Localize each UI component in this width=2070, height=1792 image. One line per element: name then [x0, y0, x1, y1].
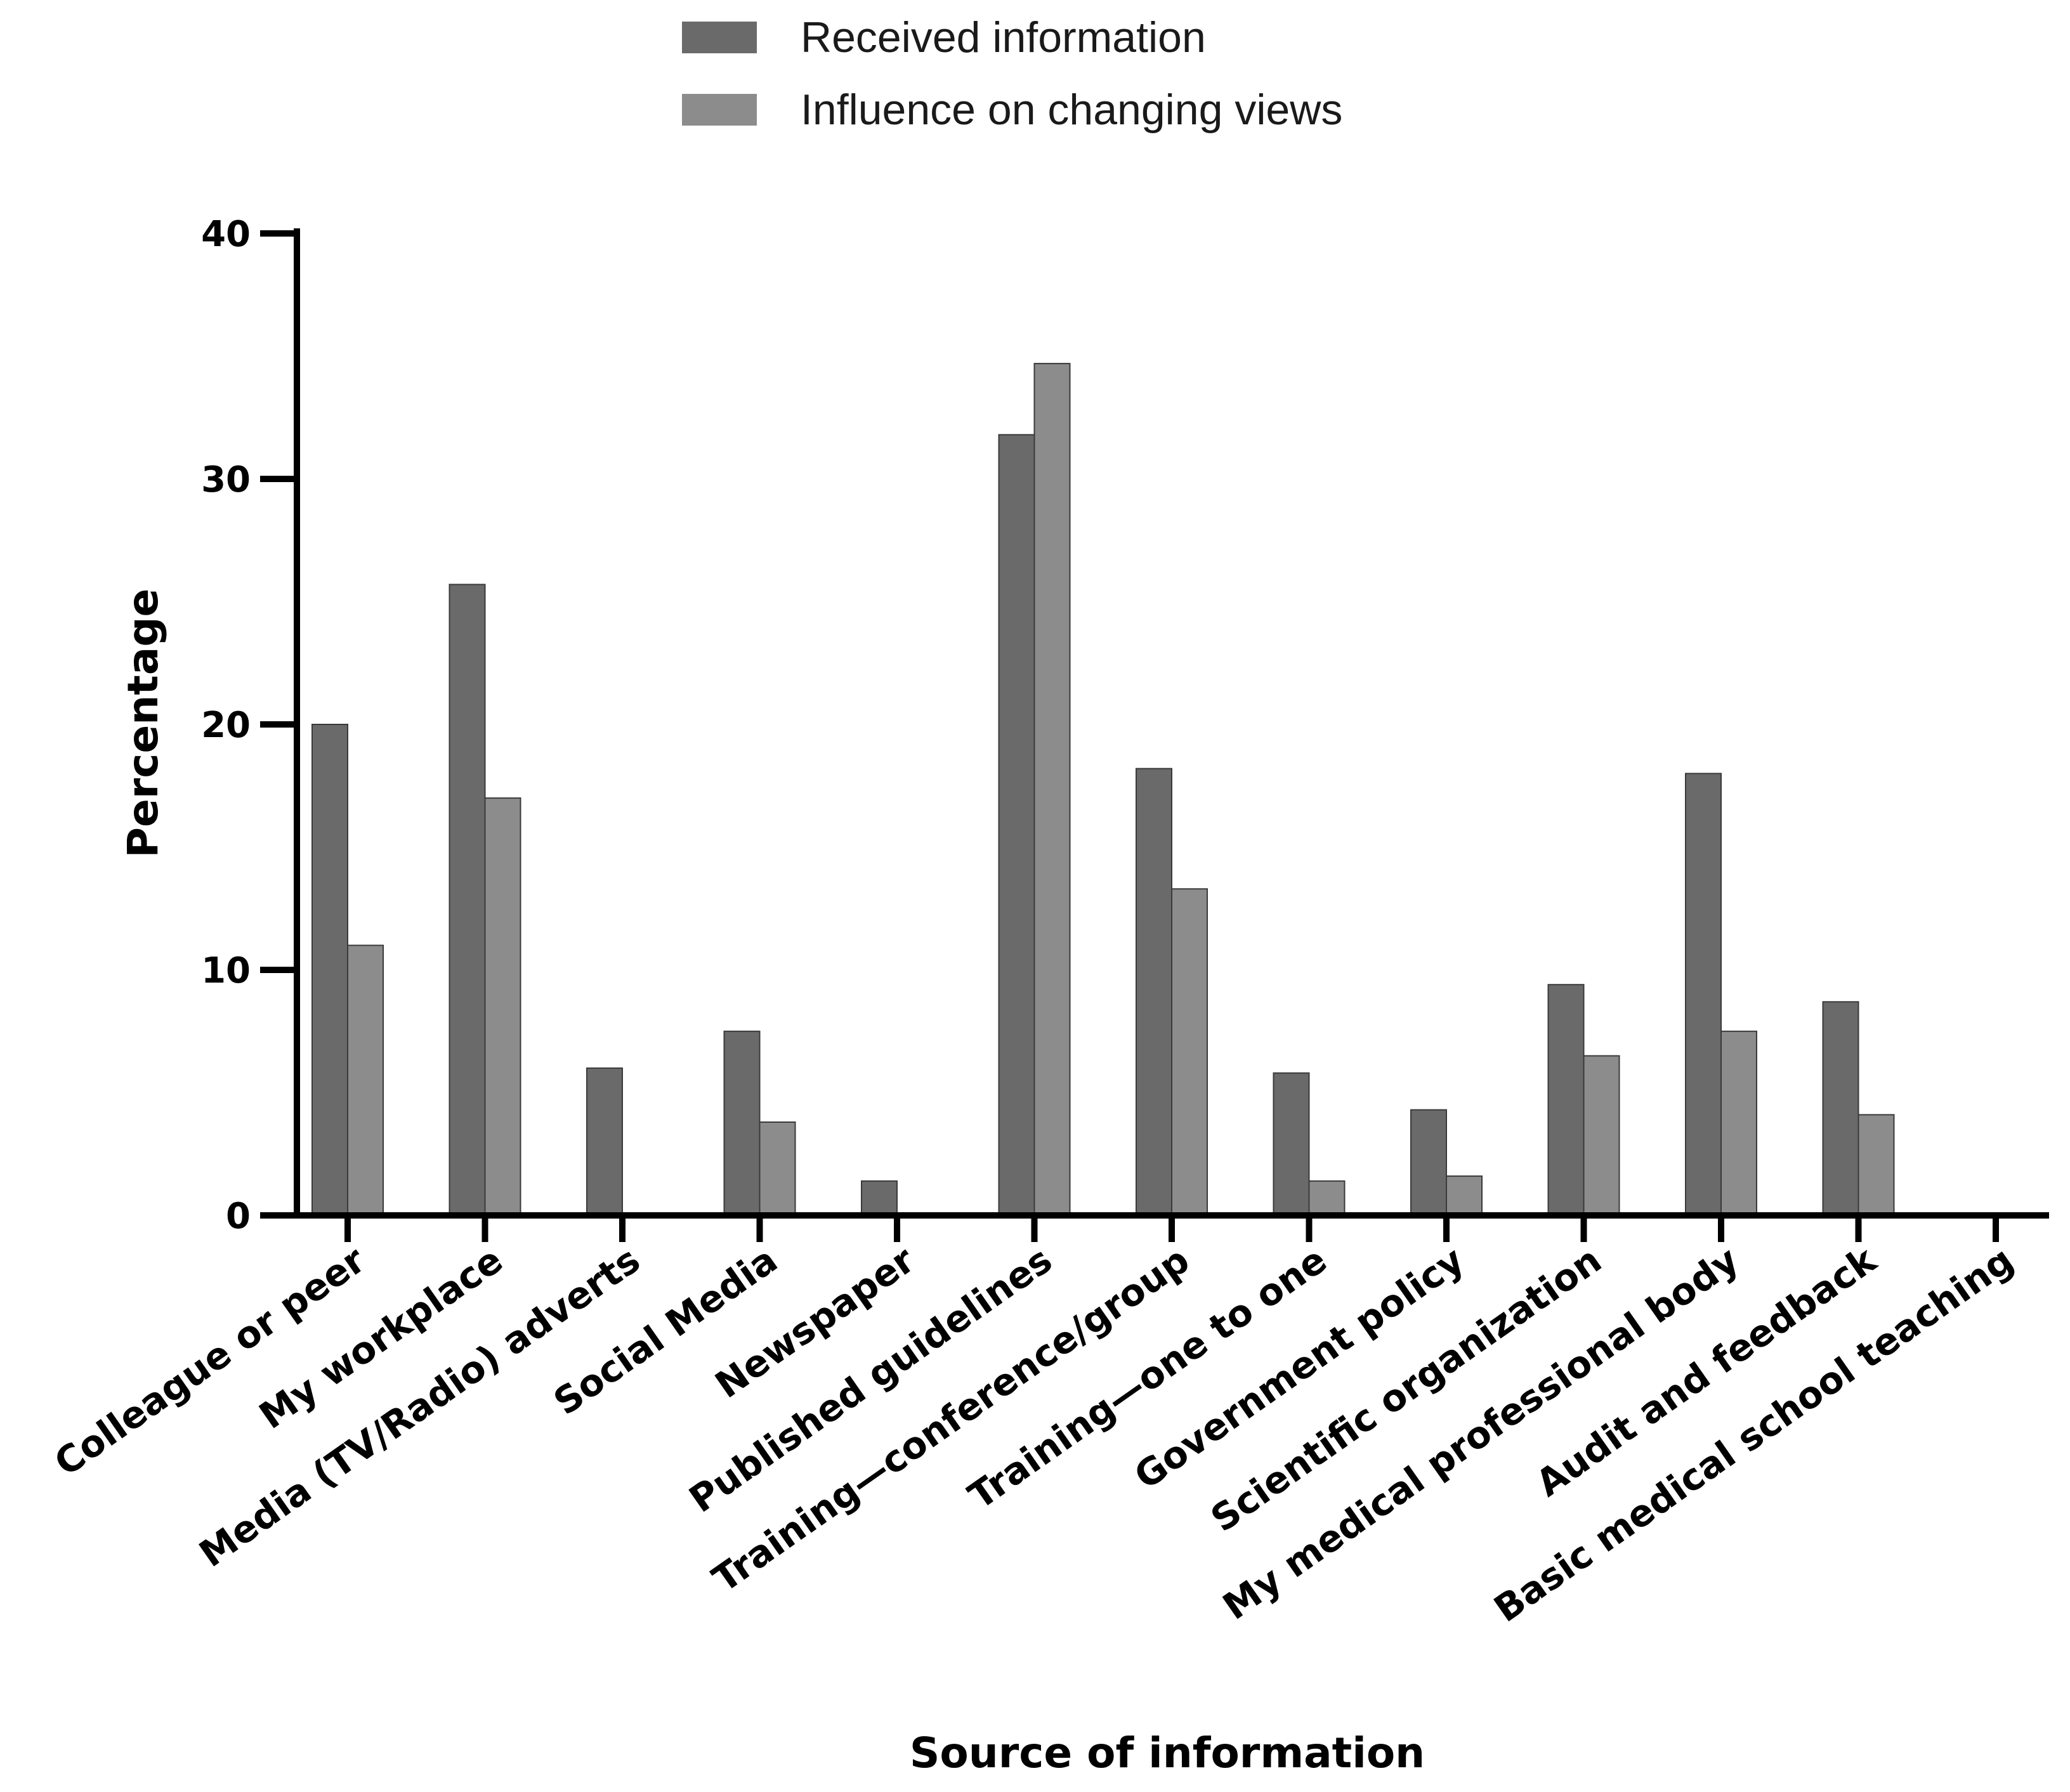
x-tick-label-social-media: Social Media: [546, 1238, 785, 1423]
legend-swatch-influence-on-changing-views: [682, 94, 757, 126]
bar-received-information-media-tv-radio-adverts: [586, 1067, 623, 1217]
bar-influence-on-changing-views-scientific-organization: [1583, 1055, 1620, 1216]
y-ticks: 0 10 20 30 40: [201, 214, 297, 1237]
bar-received-information-audit-and-feedback: [1822, 1001, 1859, 1217]
bar-received-information-training-conference-group: [1136, 768, 1172, 1217]
bar-influence-on-changing-views-colleague-or-peer: [347, 945, 384, 1217]
bar-received-information-my-workplace: [449, 584, 486, 1216]
bar-influence-on-changing-views-published-guidelines: [1033, 363, 1071, 1216]
bar-received-information-social-media: [723, 1030, 761, 1216]
bar-influence-on-changing-views-government-policy: [1446, 1175, 1483, 1216]
bar-received-information-training-one-to-one: [1273, 1072, 1310, 1217]
y-axis-title: Percentage: [119, 589, 167, 858]
y-tick-label: 10: [201, 950, 251, 991]
bar-received-information-newspaper: [861, 1180, 898, 1216]
bar-influence-on-changing-views-my-medical-professional-body: [1720, 1030, 1757, 1216]
bar-received-information-published-guidelines: [998, 434, 1035, 1217]
bar-received-information-scientific-organization: [1547, 984, 1585, 1216]
legend-label-received-information: Received information: [801, 13, 1206, 62]
bar-influence-on-changing-views-audit-and-feedback: [1857, 1114, 1895, 1216]
bar-influence-on-changing-views-my-workplace: [484, 797, 521, 1216]
bar-influence-on-changing-views-training-conference-group: [1171, 888, 1208, 1217]
bar-influence-on-changing-views-training-one-to-one: [1308, 1180, 1346, 1216]
y-tick-label: 0: [226, 1196, 251, 1237]
legend-swatch-received-information: [682, 22, 757, 53]
legend: Received information Influence on changi…: [682, 13, 1342, 134]
x-axis-title: Source of information: [910, 1729, 1425, 1777]
y-tick-label: 20: [201, 705, 251, 746]
bars: [311, 363, 1895, 1217]
bar-received-information-colleague-or-peer: [311, 724, 348, 1216]
bar-received-information-my-medical-professional-body: [1685, 773, 1722, 1216]
bar-influence-on-changing-views-social-media: [759, 1121, 796, 1216]
legend-label-influence-on-changing-views: Influence on changing views: [801, 86, 1342, 134]
y-tick-label: 30: [201, 459, 251, 500]
y-tick-label: 40: [201, 214, 251, 255]
bar-received-information-government-policy: [1410, 1109, 1447, 1216]
